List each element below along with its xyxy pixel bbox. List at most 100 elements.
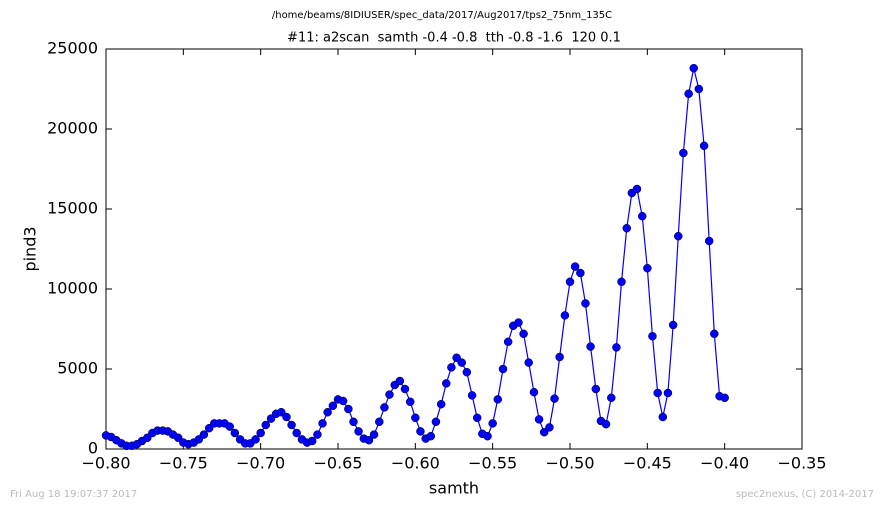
series-line [105,68,725,447]
data-point [710,329,719,339]
plot-frame [105,48,803,450]
y-tick-label: 15000 [47,199,98,218]
data-point [349,417,358,427]
x-tick-label: −0.35 [777,454,826,473]
data-point [442,379,451,388]
data-point [261,420,271,430]
x-tick-label: −0.70 [236,454,285,473]
data-point [539,427,549,437]
data-point [411,413,420,423]
data-point [648,331,657,341]
data-point [689,63,698,73]
data-point [586,342,595,351]
data-point [581,299,590,308]
data-point [287,420,296,430]
data-point [550,394,559,403]
data-point [385,390,394,399]
x-tick-label: −0.60 [391,454,440,473]
data-point [426,431,436,441]
data-point [369,430,379,439]
data-point [307,436,317,446]
footer-credit: spec2nexus, (C) 2014-2017 [736,489,874,500]
data-point [643,263,652,273]
data-point [493,395,503,404]
y-tick-label: 25000 [47,39,98,58]
data-point [225,422,234,431]
data-point [230,428,240,438]
data-point [256,428,265,438]
data-point [570,262,580,271]
data-point [612,343,621,352]
data-point [498,364,508,374]
chart-title: /home/beams/8IDIUSER/spec_data/2017/Aug2… [272,10,612,21]
chart-subtitle: #11: a2scan samth -0.4 -0.8 tth -0.8 -1.… [287,31,621,46]
x-tick-label: −0.75 [159,454,208,473]
x-tick-label: −0.65 [313,454,362,473]
y-tick-label: 10000 [47,279,98,298]
data-point [529,387,539,397]
data-point [344,404,353,414]
data-point [462,367,472,377]
data-point [545,423,554,432]
data-point [607,393,616,403]
data-point [674,231,683,241]
x-tick-label: −0.50 [545,454,594,473]
data-point [637,211,647,221]
x-tick-label: −0.55 [468,454,517,473]
x-tick-label: −0.80 [81,454,130,473]
data-point [457,358,466,367]
data-point [199,430,209,439]
data-point [576,268,585,278]
data-point [720,393,729,403]
data-point [704,236,714,246]
data-point [653,388,662,398]
y-axis-label: pind3 [21,226,40,271]
data-point [684,89,693,99]
y-tick-label: 0 [88,439,98,458]
data-point [405,397,415,407]
data-point [488,419,497,428]
y-tick-label: 20000 [47,119,98,138]
data-point [380,403,389,412]
data-point [328,401,338,411]
data-point [431,417,441,427]
data-point [622,223,632,233]
x-axis-label: samth [429,479,479,498]
data-point [658,412,668,422]
data-point [514,318,523,327]
data-point [503,337,513,347]
data-point [375,417,384,427]
data-point [694,84,704,94]
data-point [632,184,642,194]
data-point [364,435,374,445]
data-point [251,435,260,444]
footer-date: Fri Aug 18 19:07:37 2017 [10,489,137,500]
data-point [282,412,291,422]
data-point [555,352,564,362]
data-point [524,358,533,367]
data-point [292,428,301,438]
x-tick-label: −0.40 [700,454,749,473]
data-point [668,320,678,330]
data-point [663,388,673,398]
data-point [565,277,575,287]
data-point [679,148,688,158]
data-point [483,431,492,441]
data-point [560,311,570,320]
x-tick-label: −0.45 [623,454,672,473]
y-tick-label: 5000 [57,359,98,378]
data-point [400,384,410,394]
data-point [699,141,709,151]
data-point [519,329,528,339]
data-point [395,376,405,386]
data-point [601,419,611,429]
data-point [467,391,477,400]
data-point [447,363,456,372]
data-point [276,407,286,417]
data-point [354,427,363,436]
data-point [318,419,327,428]
data-point [591,384,601,394]
data-point [416,427,425,436]
data-point [472,413,482,423]
